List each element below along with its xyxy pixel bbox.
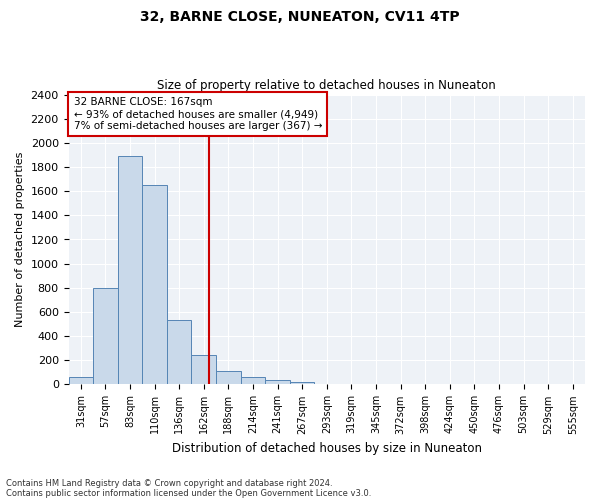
Bar xyxy=(118,156,142,384)
Bar xyxy=(68,377,93,384)
Bar xyxy=(290,382,314,384)
Title: Size of property relative to detached houses in Nuneaton: Size of property relative to detached ho… xyxy=(157,79,496,92)
Text: 32 BARNE CLOSE: 167sqm
← 93% of detached houses are smaller (4,949)
7% of semi-d: 32 BARNE CLOSE: 167sqm ← 93% of detached… xyxy=(74,98,322,130)
Bar xyxy=(191,356,216,384)
Y-axis label: Number of detached properties: Number of detached properties xyxy=(15,152,25,327)
X-axis label: Distribution of detached houses by size in Nuneaton: Distribution of detached houses by size … xyxy=(172,442,482,455)
Bar xyxy=(142,185,167,384)
Text: 32, BARNE CLOSE, NUNEATON, CV11 4TP: 32, BARNE CLOSE, NUNEATON, CV11 4TP xyxy=(140,10,460,24)
Bar xyxy=(93,288,118,384)
Text: Contains public sector information licensed under the Open Government Licence v3: Contains public sector information licen… xyxy=(6,488,371,498)
Bar xyxy=(265,380,290,384)
Text: Contains HM Land Registry data © Crown copyright and database right 2024.: Contains HM Land Registry data © Crown c… xyxy=(6,478,332,488)
Bar xyxy=(241,377,265,384)
Bar xyxy=(167,320,191,384)
Bar xyxy=(216,371,241,384)
